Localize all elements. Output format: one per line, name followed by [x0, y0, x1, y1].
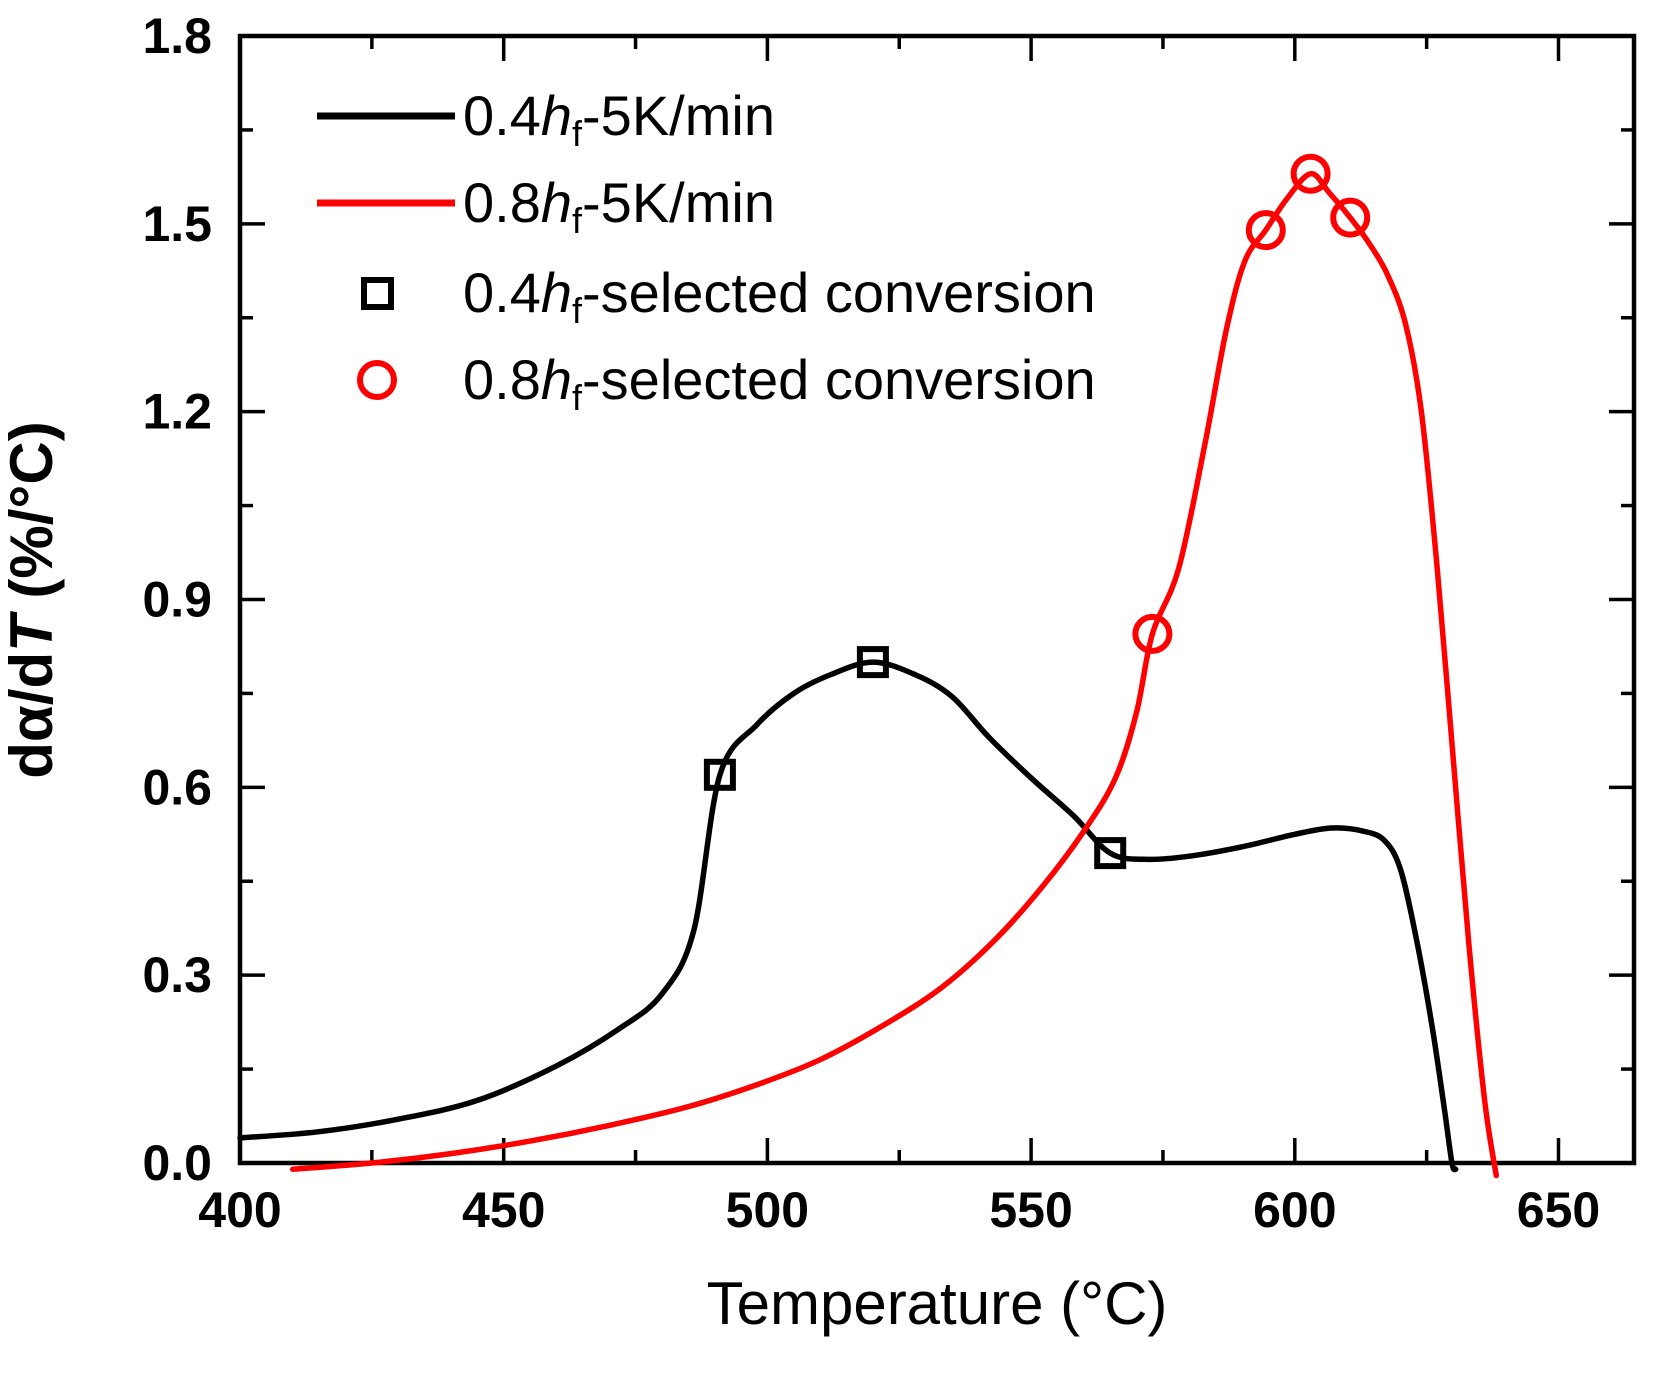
- svg-text:0.4hf-selected conversion: 0.4hf-selected conversion: [463, 261, 1096, 331]
- svg-text:1.8: 1.8: [142, 8, 212, 64]
- svg-text:0.9: 0.9: [142, 572, 212, 628]
- svg-text:1.2: 1.2: [142, 384, 212, 440]
- svg-text:Temperature (°C): Temperature (°C): [707, 1270, 1168, 1337]
- svg-text:600: 600: [1253, 1182, 1336, 1238]
- svg-text:0.8hf-selected conversion: 0.8hf-selected conversion: [463, 348, 1096, 418]
- svg-text:0.3: 0.3: [142, 947, 212, 1003]
- svg-text:0.4hf-5K/min: 0.4hf-5K/min: [463, 84, 775, 154]
- svg-text:0.0: 0.0: [142, 1135, 212, 1191]
- svg-text:500: 500: [726, 1182, 809, 1238]
- svg-text:dα/dT (%/°C): dα/dT (%/°C): [0, 421, 65, 779]
- svg-text:650: 650: [1517, 1182, 1600, 1238]
- svg-text:1.5: 1.5: [142, 196, 212, 252]
- svg-text:0.6: 0.6: [142, 759, 212, 815]
- svg-text:0.8hf-5K/min: 0.8hf-5K/min: [463, 171, 775, 241]
- svg-text:550: 550: [989, 1182, 1072, 1238]
- svg-text:450: 450: [462, 1182, 545, 1238]
